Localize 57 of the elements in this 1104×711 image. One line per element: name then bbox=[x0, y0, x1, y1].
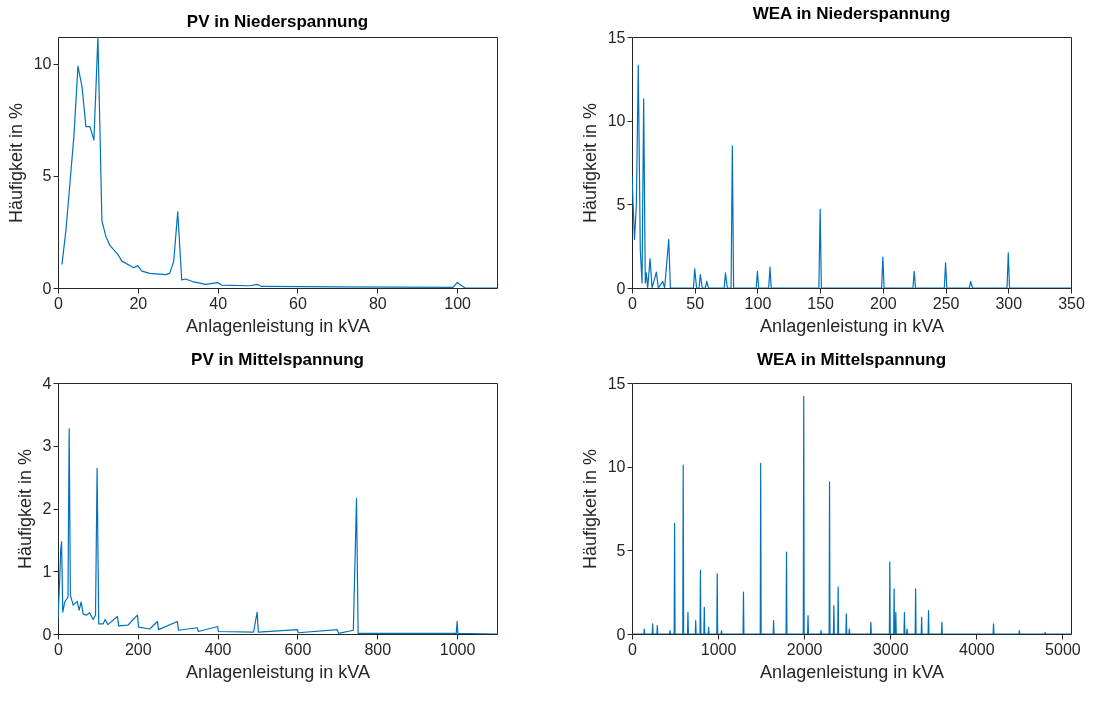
y-tick-label: 0 bbox=[616, 279, 626, 297]
chart-title: WEA in Niederspannung bbox=[752, 4, 951, 23]
x-axis-title: Anlagenleistung in kVA bbox=[760, 315, 944, 336]
x-axis-title: Anlagenleistung in kVA bbox=[186, 661, 370, 682]
x-tick-label: 40 bbox=[209, 294, 228, 312]
line-series bbox=[58, 428, 497, 634]
x-axis-title: Anlagenleistung in kVA bbox=[760, 661, 944, 682]
x-tick-label: 80 bbox=[368, 294, 387, 312]
y-tick-label: 0 bbox=[42, 625, 52, 643]
x-tick-label: 1000 bbox=[439, 640, 476, 658]
x-tick-label: 800 bbox=[364, 640, 392, 658]
y-tick-label: 1 bbox=[42, 562, 52, 580]
y-axis-title: Häufigkeit in % bbox=[5, 102, 26, 224]
y-tick-label: 5 bbox=[42, 167, 52, 185]
x-tick-label: 400 bbox=[204, 640, 232, 658]
x-tick-label: 100 bbox=[444, 294, 472, 312]
chart-title: WEA in Mittelspannung bbox=[756, 350, 947, 369]
x-tick-label: 5000 bbox=[1045, 640, 1081, 658]
x-tick-label: 100 bbox=[744, 294, 772, 312]
x-tick-label: 20 bbox=[129, 294, 148, 312]
x-tick-label: 600 bbox=[284, 640, 312, 658]
y-axis-title: Häufigkeit in % bbox=[579, 102, 600, 224]
y-tick-label: 0 bbox=[42, 279, 52, 297]
y-tick-label: 4 bbox=[42, 374, 52, 392]
chart-title: PV in Mittelspannung bbox=[191, 350, 364, 369]
y-tick-label: 5 bbox=[616, 541, 626, 559]
line-series bbox=[632, 64, 1071, 288]
y-tick-label: 0 bbox=[616, 625, 626, 643]
y-axis-title: Häufigkeit in % bbox=[14, 448, 35, 570]
y-tick-label: 10 bbox=[607, 458, 626, 476]
y-tick-label: 15 bbox=[607, 374, 626, 392]
x-tick-label: 300 bbox=[995, 294, 1023, 312]
x-tick-label: 350 bbox=[1058, 294, 1085, 312]
x-tick-label: 50 bbox=[686, 294, 705, 312]
x-tick-label: 1000 bbox=[700, 640, 737, 658]
chart-title: PV in Niederspannung bbox=[186, 12, 369, 31]
y-axis-title: Häufigkeit in % bbox=[579, 448, 600, 570]
x-tick-label: 0 bbox=[628, 640, 638, 658]
y-tick-label: 2 bbox=[42, 500, 52, 517]
y-tick-label: 10 bbox=[607, 112, 626, 130]
x-tick-label: 3000 bbox=[872, 640, 909, 658]
x-tick-label: 200 bbox=[124, 640, 152, 658]
x-tick-label: 0 bbox=[54, 640, 64, 658]
y-tick-label: 3 bbox=[42, 437, 52, 455]
x-tick-label: 0 bbox=[54, 294, 64, 312]
y-tick-label: 5 bbox=[616, 195, 626, 213]
line-series bbox=[632, 395, 1071, 634]
x-axis-title: Anlagenleistung in kVA bbox=[186, 315, 370, 336]
x-tick-label: 0 bbox=[628, 294, 638, 312]
x-tick-label: 150 bbox=[807, 294, 835, 312]
x-tick-label: 4000 bbox=[959, 640, 995, 658]
x-tick-label: 250 bbox=[932, 294, 960, 312]
x-tick-label: 200 bbox=[870, 294, 897, 312]
x-tick-label: 60 bbox=[289, 294, 307, 312]
x-tick-label: 2000 bbox=[786, 640, 823, 658]
y-tick-label: 15 bbox=[607, 28, 626, 46]
y-tick-label: 10 bbox=[33, 55, 52, 73]
